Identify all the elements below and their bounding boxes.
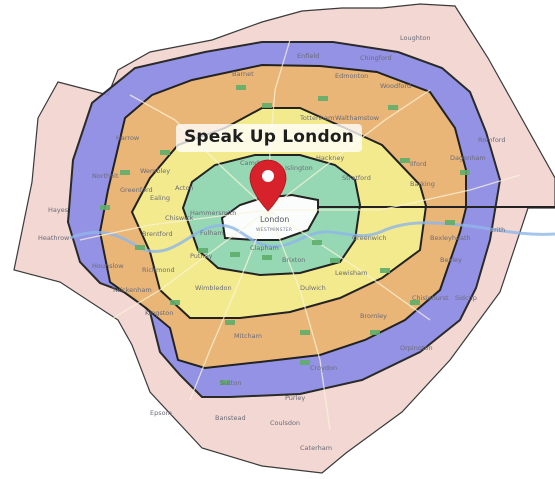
place-label: Croydon: [310, 364, 337, 372]
place-label: Brixton: [282, 256, 305, 264]
place-label: Clapham: [250, 244, 279, 252]
place-label: Barnet: [232, 70, 254, 78]
place-label: Chislehurst: [412, 294, 449, 302]
place-label: Heathrow: [38, 234, 70, 242]
place-label: Lewisham: [335, 269, 367, 277]
place-label: Orpington: [400, 344, 433, 352]
place-label: Enfield: [297, 52, 319, 60]
place-label: Fulham: [200, 229, 224, 237]
place-label: Ealing: [150, 194, 170, 202]
place-label: Greenford: [120, 186, 153, 194]
place-label: Dagenham: [450, 154, 486, 162]
place-label: Mitcham: [234, 332, 262, 340]
place-label: Kingston: [145, 309, 173, 317]
place-label: Epsom: [150, 409, 172, 417]
place-label: Islington: [285, 164, 313, 172]
place-label: Greenwich: [352, 234, 387, 242]
zone-1-boundary: [220, 193, 319, 241]
place-labels: Enfield Edmonton Harrow Northolt Wembley…: [38, 34, 505, 452]
place-label: Walthamstow: [335, 114, 380, 122]
place-label: Barking: [410, 180, 435, 188]
place-label: Harrow: [116, 134, 140, 142]
place-label: Banstead: [215, 414, 246, 422]
place-label: Chiswick: [165, 214, 194, 222]
place-label: Hounslow: [92, 262, 124, 270]
place-label: Bexley: [440, 256, 462, 264]
place-label: Caterham: [300, 444, 332, 452]
place-label: Erith: [490, 226, 505, 234]
place-label: Brentford: [142, 230, 173, 238]
place-label: Coulsdon: [270, 419, 300, 427]
place-label: Bexleyheath: [430, 234, 471, 242]
center-place-label: London: [260, 215, 289, 224]
location-pin-icon[interactable]: [249, 159, 287, 212]
place-label: Ilford: [410, 160, 427, 168]
place-label: Camden: [240, 159, 267, 167]
place-label: Acton: [175, 184, 194, 192]
map-title: Speak Up London: [176, 124, 362, 152]
river-thames: [69, 221, 555, 253]
place-label: Purley: [285, 394, 305, 402]
place-label: Loughton: [400, 34, 431, 42]
place-label: Romford: [478, 136, 505, 144]
place-label: Bromley: [360, 312, 387, 320]
place-label: Tottenham: [299, 114, 335, 122]
place-label: Putney: [190, 252, 213, 260]
place-label: Hackney: [316, 154, 344, 162]
place-label: Sutton: [220, 379, 241, 387]
place-label: Wembley: [140, 167, 170, 175]
place-label: Edmonton: [335, 72, 368, 80]
place-label: Sidcup: [455, 294, 477, 302]
place-label: Twickenham: [111, 286, 152, 294]
place-label: Wimbledon: [195, 284, 232, 292]
road-markers: [100, 85, 470, 385]
place-label: Northolt: [92, 172, 119, 180]
place-label: Hayes: [48, 206, 69, 214]
place-label: Dulwich: [300, 284, 326, 292]
place-label: Woodford: [380, 82, 411, 90]
place-label: Richmond: [142, 266, 175, 274]
place-label: Stratford: [342, 174, 371, 182]
center-place-sublabel: WESTMINSTER: [256, 227, 292, 233]
place-label: Chingford: [360, 54, 392, 62]
place-label: Hammersmith: [190, 209, 236, 217]
